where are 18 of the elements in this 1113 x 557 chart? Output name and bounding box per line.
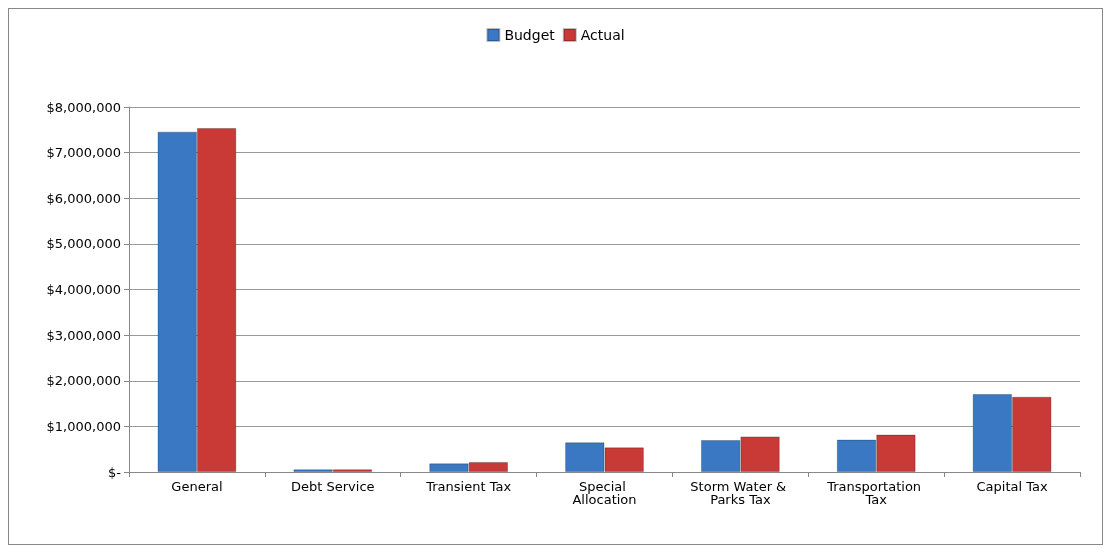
y-tick-label: $1,000,000	[46, 418, 121, 434]
x-tick-label: Debt Service	[291, 479, 375, 494]
x-tick-label: Special Allocation	[572, 479, 637, 507]
y-tick-label: $6,000,000	[46, 190, 121, 206]
legend-label: Budget	[504, 27, 556, 43]
x-tick-label: General	[171, 479, 223, 494]
y-tick-label: $5,000,000	[46, 236, 121, 252]
x-tick-label: Transient Tax	[425, 479, 512, 494]
x-tick-label: Storm Water & Parks Tax	[690, 479, 791, 507]
x-tick-label: Transportation Tax	[826, 479, 926, 507]
y-tick-label: $2,000,000	[46, 373, 121, 389]
x-tick-label: Capital Tax	[976, 479, 1048, 494]
y-tick-label: $8,000,000	[46, 99, 121, 115]
y-tick-label: $4,000,000	[46, 282, 121, 297]
y-tick-label: $-	[108, 464, 122, 480]
y-tick-label: $7,000,000	[46, 145, 121, 161]
legend-label: Actual	[580, 27, 625, 43]
y-tick-label: $3,000,000	[46, 327, 121, 343]
